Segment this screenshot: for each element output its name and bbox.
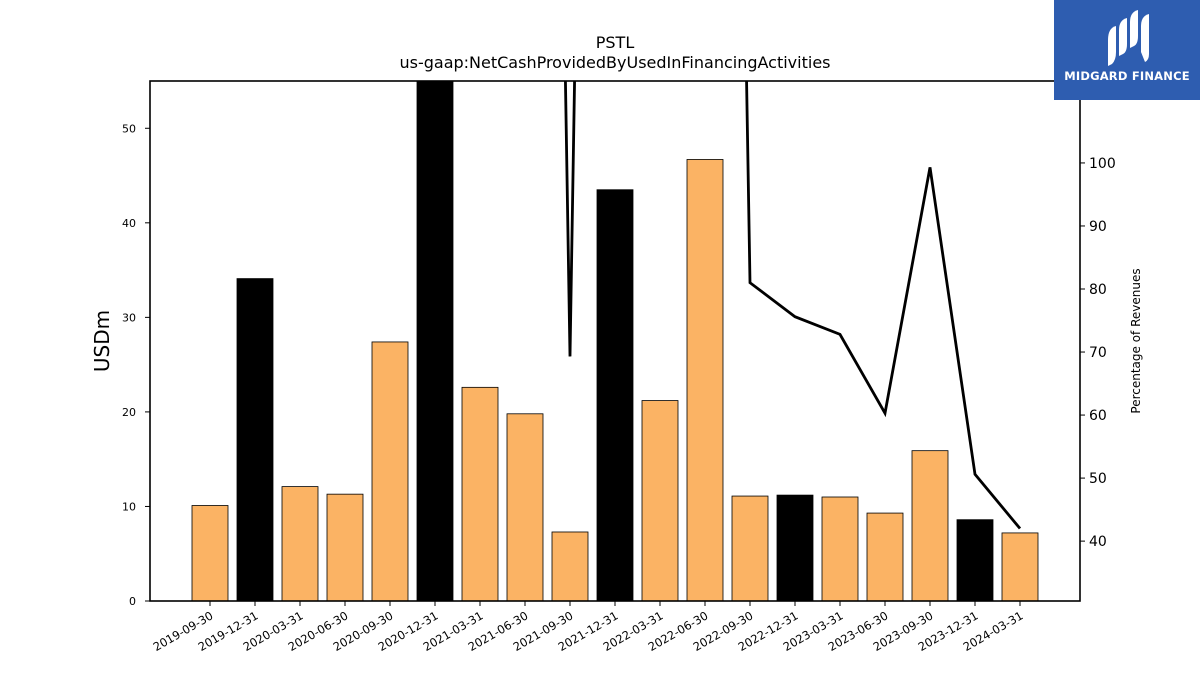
y2-tick-label: 100 (1089, 156, 1116, 172)
y-tick-label: 10 (122, 500, 136, 513)
bar-2022-03-31 (641, 400, 679, 601)
y2-tick-label: 70 (1089, 345, 1107, 361)
x-axis: 2019-09-302019-12-312020-03-312020-06-30… (151, 601, 1026, 654)
bar-2022-12-31 (776, 494, 814, 601)
bar-2020-09-30 (371, 341, 409, 601)
logo-mark-icon (1108, 10, 1149, 66)
bar-2019-09-30 (191, 505, 229, 601)
y-tick-label: 30 (122, 311, 136, 324)
y-axis-label: USDm (90, 310, 114, 372)
midgard-finance-logo: MIDGARD FINANCE (1054, 0, 1200, 100)
y-tick-label: 50 (122, 122, 136, 135)
line-group (564, 81, 1022, 530)
bar-2022-09-30 (731, 495, 769, 601)
y2-axis: 40 50 60 70 80 90 100 (1080, 156, 1116, 550)
bar-2020-03-31 (281, 486, 319, 601)
y2-axis-label: Percentage of Revenues (1129, 268, 1143, 413)
y2-tick-label: 90 (1089, 219, 1107, 235)
chart-subtitle: us-gaap:NetCashProvidedByUsedInFinancing… (399, 53, 830, 72)
bar-2019-12-31 (236, 278, 274, 601)
chart-title: PSTL (596, 33, 635, 52)
bar-2021-09-30 (551, 531, 589, 601)
y2-tick-label: 60 (1089, 408, 1107, 424)
y-tick-label: 20 (122, 406, 136, 419)
bar-2020-06-30 (326, 493, 364, 601)
y-axis: 0 10 20 30 40 50 (122, 122, 150, 608)
y2-tick-label: 80 (1089, 282, 1107, 298)
y2-tick-label: 50 (1089, 471, 1107, 487)
bar-2023-03-31 (821, 496, 859, 601)
bar-2024-03-31 (1001, 532, 1039, 601)
logo-text: MIDGARD FINANCE (1064, 69, 1190, 83)
bar-2023-06-30 (866, 512, 904, 601)
y2-tick-label: 40 (1089, 534, 1107, 550)
bar-2023-12-31 (956, 519, 994, 601)
bar-2021-06-30 (506, 413, 544, 601)
bars-group (191, 81, 1039, 601)
y-tick-label: 40 (122, 217, 136, 230)
bar-2022-06-30 (686, 159, 724, 601)
bar-2020-12-31 (416, 81, 454, 601)
percentage-of-revenues-line (564, 81, 1022, 530)
bar-2023-09-30 (911, 450, 949, 601)
bar-2021-03-31 (461, 386, 499, 601)
bar-2021-12-31 (596, 189, 634, 601)
y-tick-label: 0 (129, 595, 136, 608)
